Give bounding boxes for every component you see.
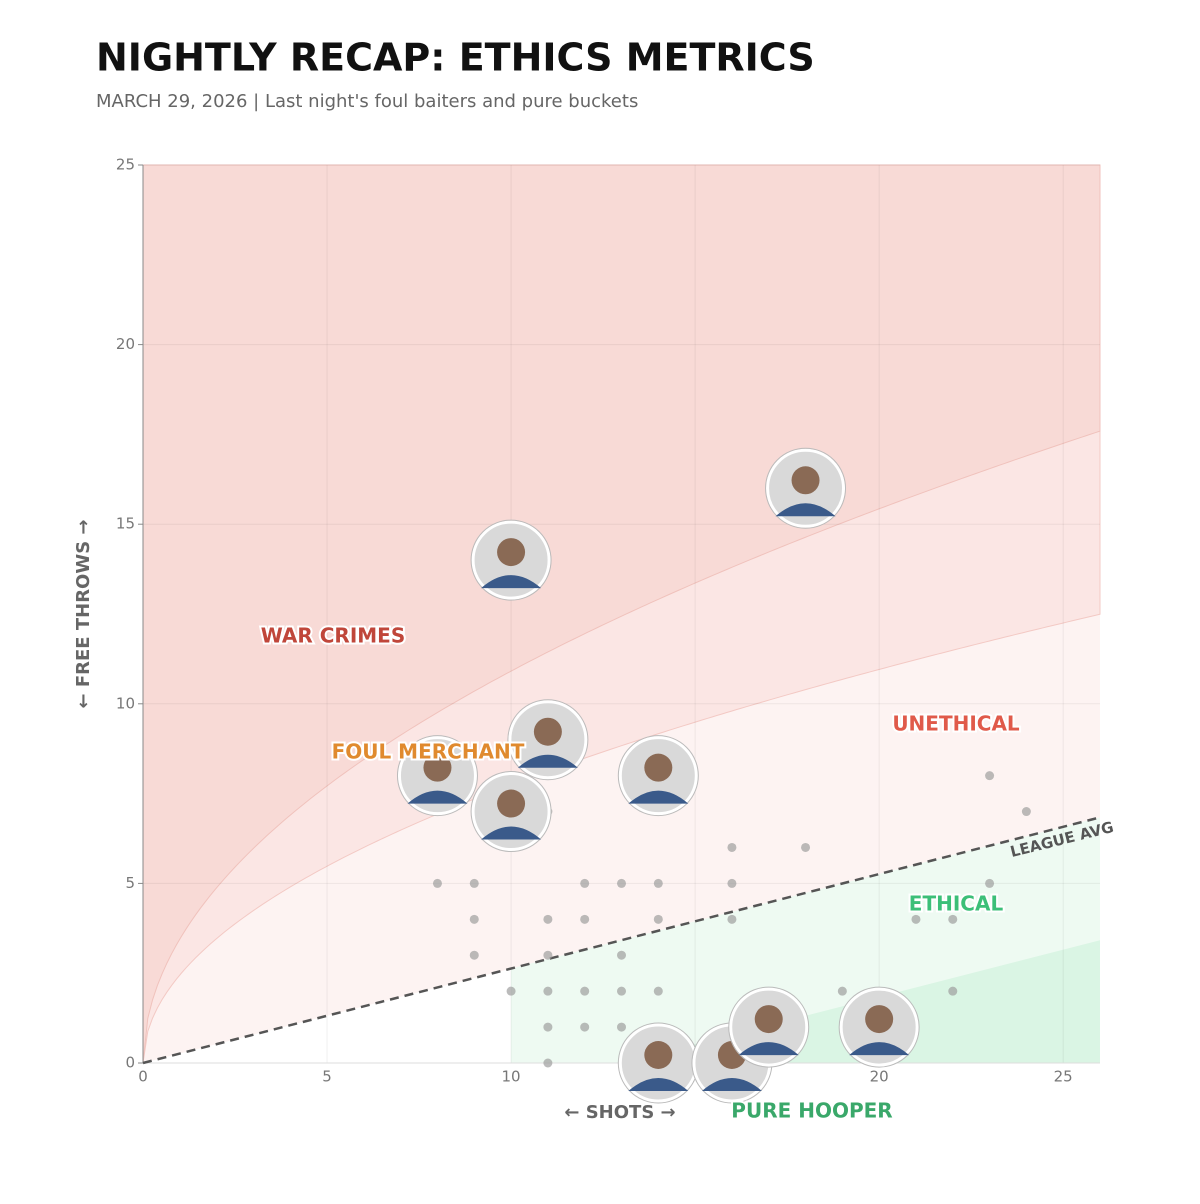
- player-body: [481, 826, 542, 840]
- point: [506, 986, 516, 996]
- point: [617, 1022, 626, 1032]
- point: [543, 1058, 553, 1068]
- player-body: [628, 790, 689, 804]
- x-axis-label: ← SHOTS →: [564, 1102, 675, 1123]
- x-tick-label: 0: [138, 1068, 148, 1086]
- player-body: [849, 1042, 910, 1056]
- y-tick-label: 10: [116, 694, 135, 712]
- point: [727, 878, 737, 888]
- player-body: [701, 1078, 762, 1091]
- point: [617, 950, 626, 960]
- player-body: [481, 575, 542, 589]
- y-tick-label: 15: [116, 515, 135, 533]
- x-tick-label: 20: [870, 1068, 889, 1086]
- zone-label: ETHICAL: [909, 892, 1004, 916]
- player-head: [533, 717, 562, 746]
- point: [469, 878, 479, 888]
- zone-label: PURE HOOPER: [731, 1099, 892, 1123]
- point: [727, 914, 737, 924]
- player-ring: [838, 986, 920, 1068]
- player-ring: [396, 735, 478, 817]
- chart-title: NIGHTLY RECAP: ETHICS METRICS: [96, 36, 815, 80]
- point: [653, 986, 663, 996]
- point: [653, 914, 663, 924]
- player-ring: [728, 986, 810, 1068]
- point: [469, 950, 479, 960]
- zone-label: WAR CRIMES: [261, 624, 406, 648]
- point: [580, 1022, 590, 1032]
- player-body: [628, 1078, 689, 1091]
- point: [727, 842, 737, 852]
- x-tick-label: 10: [502, 1068, 521, 1086]
- player-ring: [507, 699, 589, 781]
- player-ring: [470, 771, 552, 853]
- player-ring: [470, 519, 552, 601]
- point: [543, 986, 553, 996]
- point: [580, 986, 590, 996]
- y-tick-label: 5: [125, 874, 135, 892]
- player-body: [407, 790, 468, 804]
- point: [617, 986, 626, 996]
- x-tick-label: 5: [322, 1068, 332, 1086]
- chart-subtitle: MARCH 29, 2026 | Last night's foul baite…: [96, 91, 638, 112]
- y-axis-label: ← FREE THROWS →: [73, 519, 94, 708]
- player-ring: [617, 735, 699, 817]
- player-head: [423, 753, 452, 782]
- point: [432, 878, 442, 888]
- point: [580, 914, 590, 924]
- point: [911, 914, 921, 924]
- zone-pure-hooper: [621, 940, 1100, 1063]
- zone-label: FOUL MERCHANT: [332, 740, 525, 764]
- player-head: [497, 789, 526, 818]
- player-head: [754, 1005, 783, 1034]
- point: [617, 878, 626, 888]
- y-tick-label: 20: [116, 335, 135, 353]
- player-head: [644, 1041, 673, 1069]
- point: [985, 771, 995, 781]
- y-tick-label: 0: [125, 1054, 135, 1072]
- point: [985, 878, 995, 888]
- player-head: [644, 753, 673, 782]
- player-body: [738, 1042, 799, 1056]
- point: [837, 986, 847, 996]
- point: [948, 986, 958, 996]
- point: [801, 842, 811, 852]
- player-ring: [765, 447, 847, 529]
- zone-label: UNETHICAL: [892, 712, 1020, 736]
- player-head: [865, 1005, 894, 1034]
- y-tick-label: 25: [116, 156, 135, 174]
- player-head: [497, 538, 526, 567]
- point: [653, 878, 663, 888]
- player-body: [775, 503, 836, 517]
- point: [543, 914, 553, 924]
- point: [543, 1022, 553, 1032]
- point: [469, 914, 479, 924]
- point: [1021, 807, 1031, 817]
- zone-war-crimes: [142, 164, 1101, 1064]
- point: [580, 878, 590, 888]
- x-tick-label: 25: [1054, 1068, 1073, 1086]
- point: [948, 914, 958, 924]
- player-head: [791, 466, 820, 495]
- point: [543, 950, 553, 960]
- player-body: [517, 754, 578, 768]
